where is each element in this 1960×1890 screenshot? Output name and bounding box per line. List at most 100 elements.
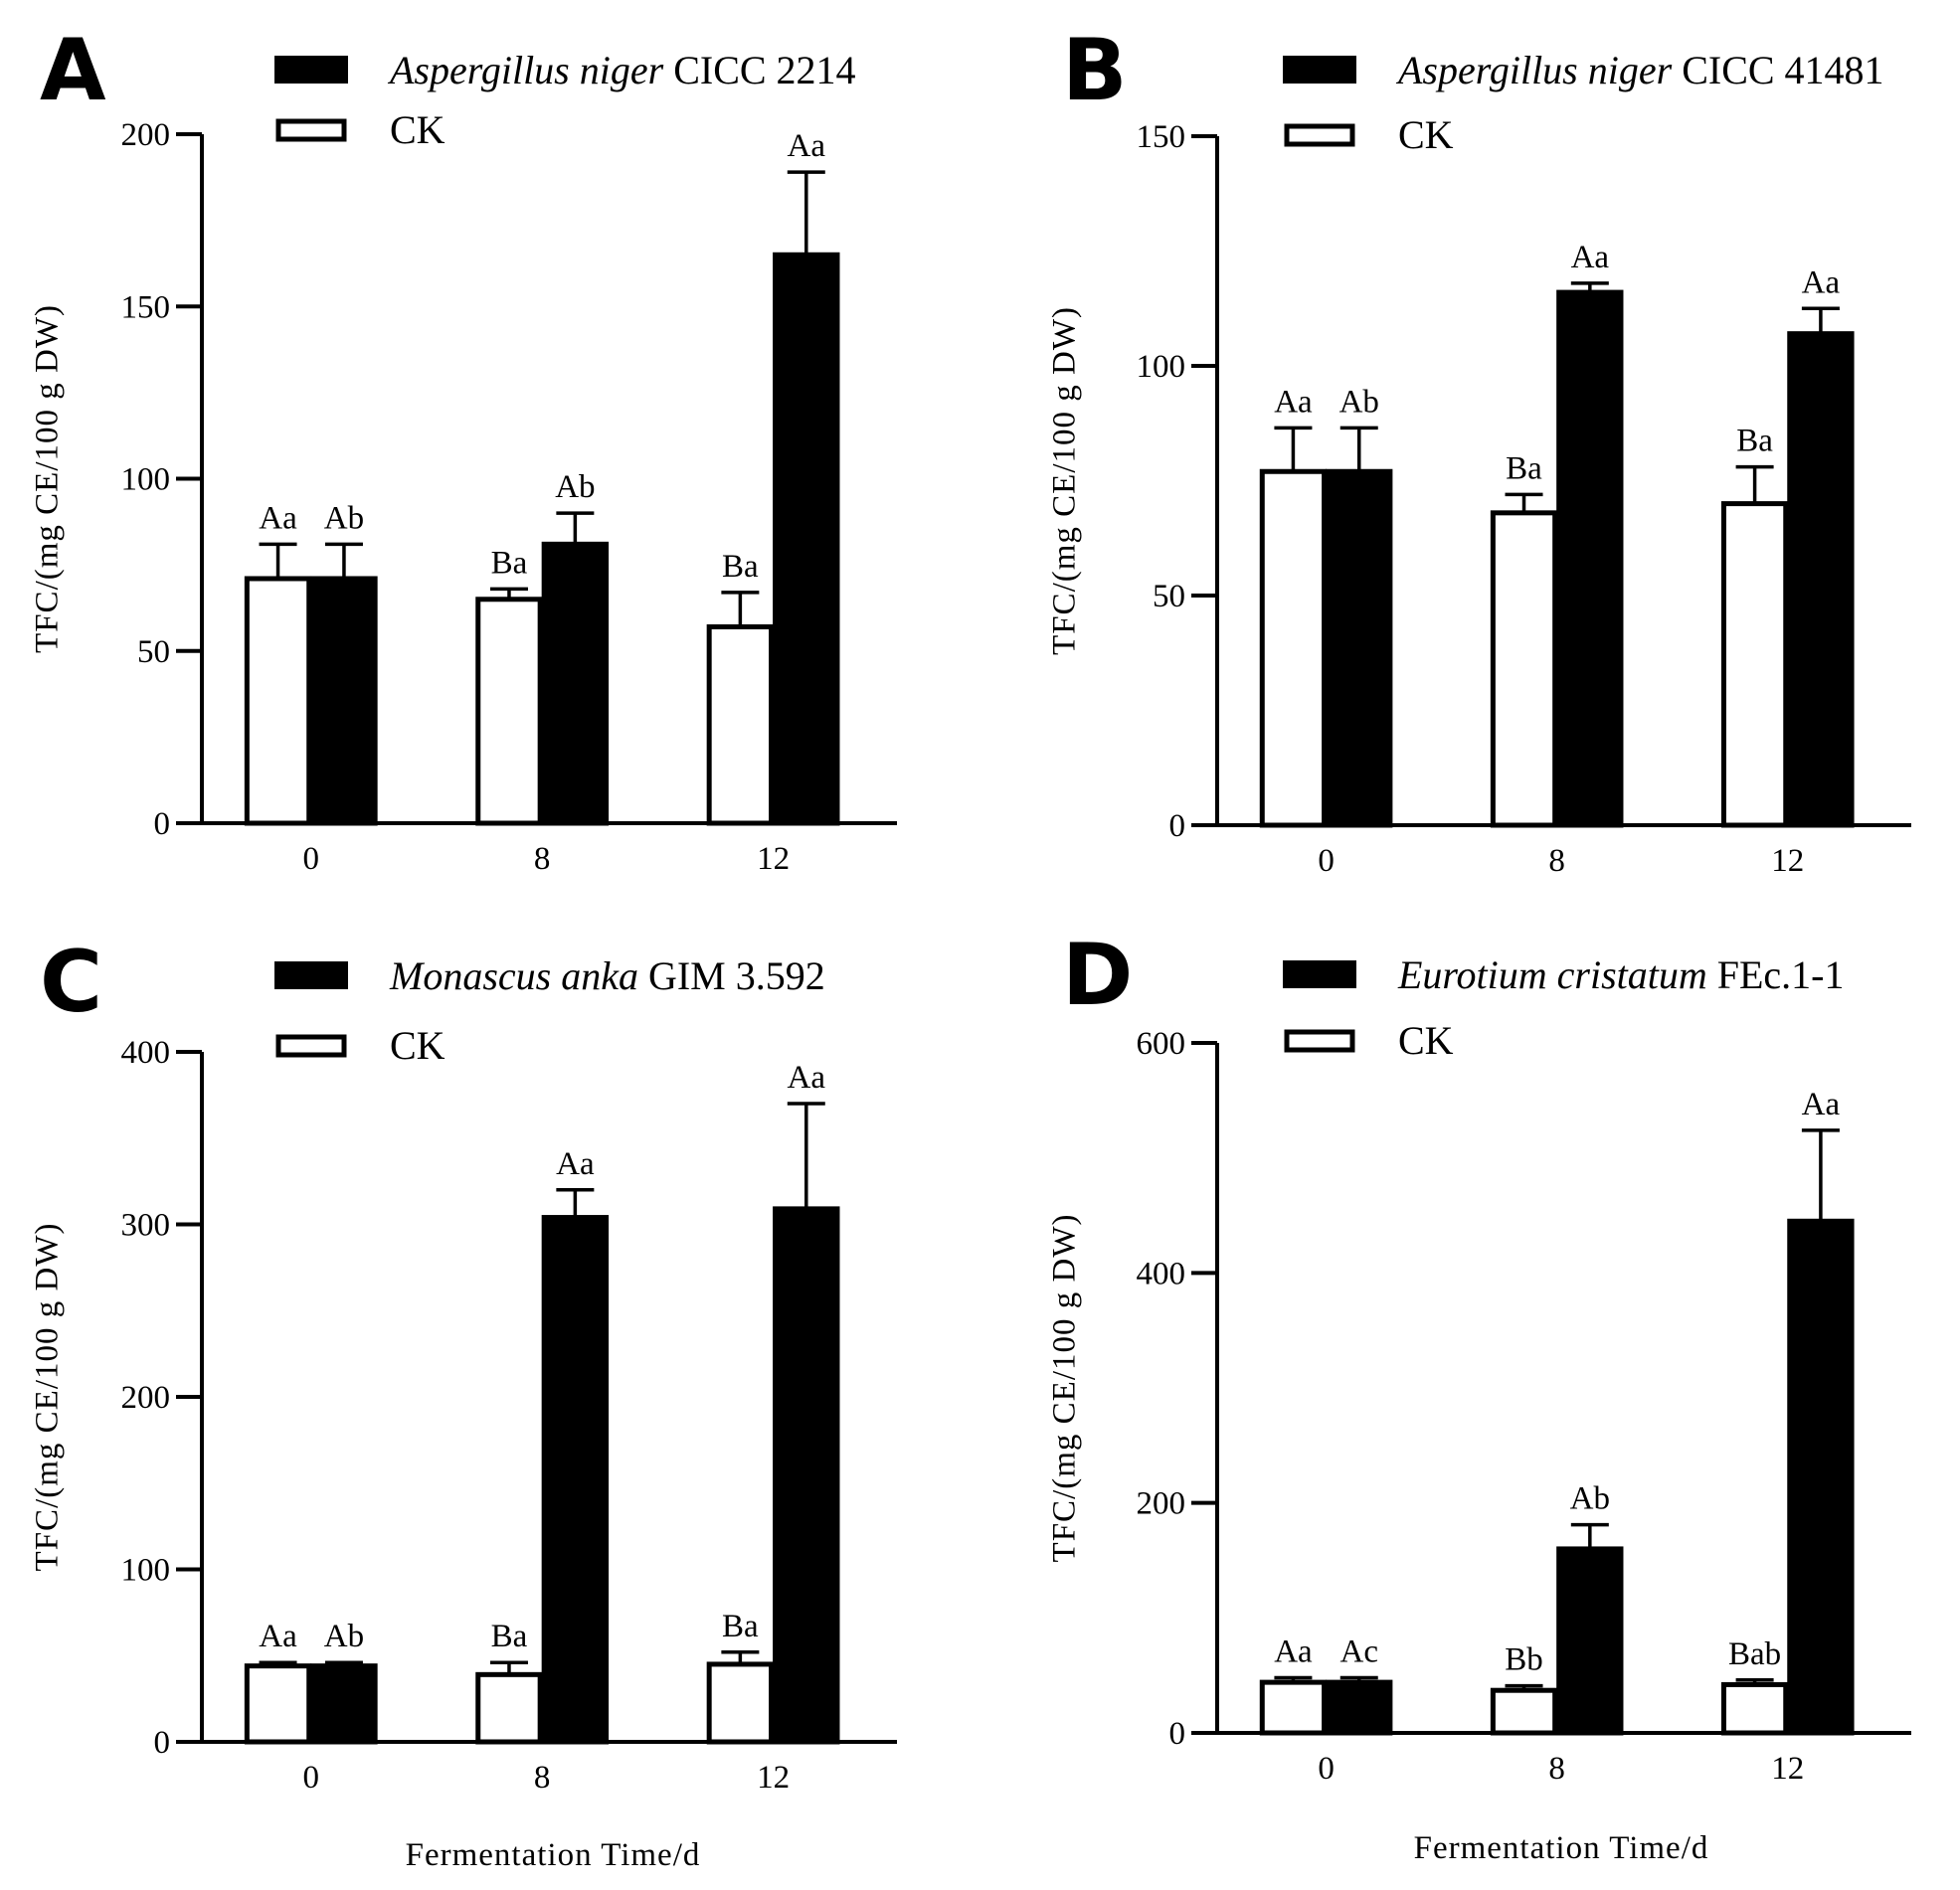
legend-species-name: Eurotium cristatum	[1397, 952, 1707, 997]
legend-strain-id: FEc.1-1	[1707, 952, 1845, 997]
legend: Aspergillus niger CICC 2214 CK	[274, 48, 856, 152]
significance-label: Ba	[491, 545, 528, 581]
significance-label: Ba	[722, 1609, 759, 1644]
significance-label: Aa	[1802, 1087, 1841, 1122]
x-tick-label: 12	[1771, 843, 1804, 879]
x-tick-label: 0	[1318, 843, 1335, 879]
legend-label-treatment: Aspergillus niger CICC 2214	[387, 48, 856, 92]
legend-species-name: Monascus anka	[389, 953, 638, 998]
bar-ck	[244, 1663, 312, 1745]
bar-ck	[475, 597, 543, 826]
legend-label-ck: CK	[390, 107, 445, 152]
legend-species-name: Aspergillus niger	[387, 48, 664, 92]
significance-label: Ba	[491, 1619, 528, 1654]
legend-swatch-treatment	[1283, 56, 1356, 84]
significance-label: Aa	[259, 500, 297, 536]
x-tick-label: 12	[1771, 1751, 1804, 1787]
bar-treatment	[541, 541, 610, 826]
y-tick-label: 50	[137, 634, 170, 670]
bar-treatment	[1787, 1218, 1855, 1736]
panel-b: B Aspergillus niger CICC 41481 CK 0 50 100 150…	[1047, 21, 1911, 879]
bar-treatment	[1787, 331, 1855, 828]
legend-strain-id: GIM 3.592	[638, 953, 825, 998]
panel-a: A Aspergillus niger CICC 2214 CK 0 50 100 150 2…	[30, 21, 897, 877]
x-tick-label: 0	[302, 841, 319, 877]
legend-strain-id: CICC 41481	[1672, 48, 1883, 92]
legend-strain-id: CICC 2214	[663, 48, 855, 92]
panel-d: D Eurotium cristatum FEc.1-1 CK 0 200 400 600 T…	[1047, 926, 1911, 1787]
legend-swatch-treatment	[274, 961, 348, 989]
y-tick-label: 400	[1137, 1256, 1186, 1291]
legend-label-ck: CK	[1398, 112, 1454, 157]
legend-label-treatment: Aspergillus niger CICC 41481	[1395, 48, 1884, 92]
significance-label: Ab	[324, 1619, 364, 1654]
x-tick-label: 12	[757, 841, 790, 877]
legend-species-name: Aspergillus niger	[1395, 48, 1673, 92]
x-tick-label: 8	[1548, 843, 1565, 879]
legend-swatch-treatment	[274, 56, 348, 84]
significance-label: Ba	[1736, 424, 1773, 459]
bar-ck	[475, 1671, 543, 1745]
y-tick-label: 0	[1169, 808, 1186, 844]
significance-label: Ba	[722, 549, 759, 585]
y-tick-label: 200	[1137, 1486, 1186, 1522]
significance-label: Ab	[555, 469, 595, 505]
bar-ck	[1490, 1687, 1558, 1736]
y-axis-title: TFC/(mg CE/100 g DW)	[30, 1223, 66, 1572]
x-tick-label: 8	[1548, 1751, 1565, 1787]
bar-ck	[1259, 468, 1328, 828]
legend-swatch-ck	[1284, 1029, 1355, 1053]
bar-ck	[1259, 1679, 1328, 1736]
legend-label-ck: CK	[1398, 1018, 1454, 1063]
y-tick-label: 0	[154, 1725, 171, 1761]
panel-letter: B	[1062, 21, 1128, 120]
significance-label: Ba	[1506, 450, 1542, 486]
significance-label: Bab	[1728, 1636, 1781, 1672]
legend-swatch-ck	[1284, 123, 1355, 147]
x-tick-label: 8	[534, 841, 551, 877]
bar-ck	[244, 576, 312, 826]
y-tick-label: 600	[1137, 1026, 1186, 1062]
legend-label-ck: CK	[390, 1023, 445, 1068]
bar-treatment	[773, 252, 840, 826]
significance-label: Aa	[1274, 1633, 1313, 1669]
y-tick-label: 200	[121, 117, 171, 153]
legend-swatch-treatment	[1283, 960, 1356, 988]
significance-label: Aa	[1571, 240, 1610, 275]
legend-label-treatment: Eurotium cristatum FEc.1-1	[1397, 952, 1845, 997]
y-tick-label: 400	[121, 1035, 171, 1071]
significance-label: Aa	[1802, 264, 1841, 300]
x-axis-title-bottom-left: Fermentation Time/d	[406, 1837, 701, 1873]
y-tick-label: 0	[1169, 1716, 1186, 1752]
y-tick-label: 200	[121, 1380, 171, 1416]
significance-label: Ac	[1339, 1633, 1377, 1669]
bar-treatment	[310, 576, 378, 826]
panel-letter: C	[40, 933, 102, 1032]
bar-ck	[706, 1661, 775, 1745]
x-tick-label: 8	[534, 1760, 551, 1796]
panel-letter: A	[40, 21, 106, 120]
y-tick-label: 100	[121, 462, 171, 498]
bar-ck	[1490, 510, 1558, 828]
bar-treatment	[1556, 289, 1624, 828]
x-tick-label: 12	[757, 1760, 790, 1796]
panel-c: C Monascus anka GIM 3.592 CK 0 100 200 300 400 T…	[30, 933, 897, 1796]
legend: Aspergillus niger CICC 41481 CK	[1283, 48, 1884, 157]
y-tick-label: 100	[121, 1553, 171, 1589]
bar-treatment	[1326, 1679, 1393, 1736]
y-tick-label: 150	[1137, 119, 1186, 155]
y-tick-label: 50	[1153, 579, 1185, 614]
bar-ck	[1720, 501, 1789, 828]
significance-label: Bb	[1505, 1642, 1543, 1678]
x-tick-label: 0	[302, 1760, 319, 1796]
legend: Monascus anka GIM 3.592 CK	[274, 953, 825, 1068]
y-axis-title: TFC/(mg CE/100 g DW)	[1047, 1214, 1083, 1563]
bar-ck	[706, 623, 775, 826]
significance-label: Aa	[788, 1060, 826, 1096]
significance-label: Aa	[788, 128, 826, 164]
y-tick-label: 150	[121, 289, 171, 325]
panel-letter: D	[1062, 926, 1133, 1025]
bar-treatment	[310, 1663, 378, 1745]
bar-treatment	[1326, 468, 1393, 828]
significance-label: Aa	[556, 1146, 595, 1182]
